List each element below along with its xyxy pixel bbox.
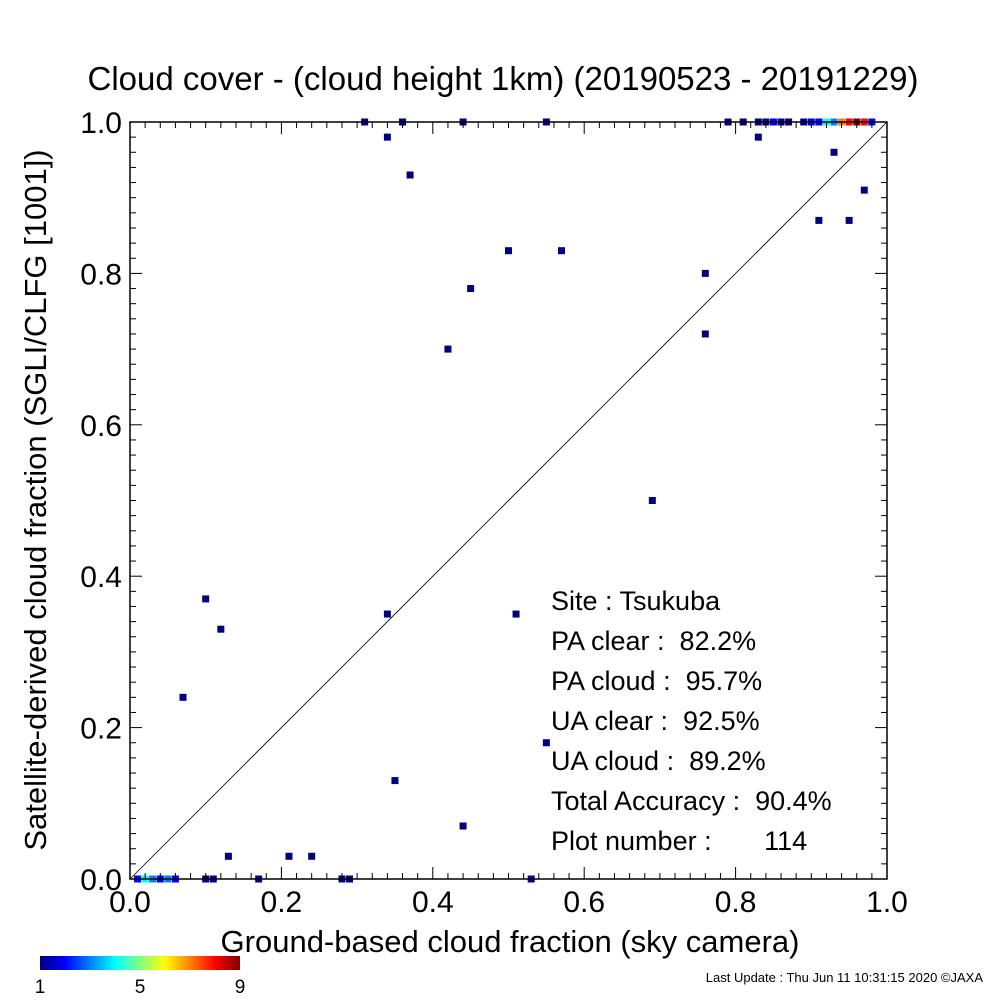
stats-line: Plot number : 114 xyxy=(551,826,807,856)
accuracy-stats: Site : Tsukuba PA clear : 82.2% PA cloud :… xyxy=(551,586,832,856)
data-point xyxy=(845,216,853,224)
data-point xyxy=(557,247,565,255)
stats-line: PA cloud : 95.7% xyxy=(551,666,762,696)
plot-area: 0.0 0.2 0.4 0.6 0.8 1.0 0.0 0.2 0.4 0.6 0.8 1.0 xyxy=(80,107,908,919)
data-point xyxy=(224,852,232,860)
last-update-footer: Last Update : Thu Jun 11 10:31:15 2020 ©… xyxy=(706,970,984,985)
y-tick-label: 0.2 xyxy=(80,713,122,746)
data-point xyxy=(467,285,475,293)
x-tick-label: 0.8 xyxy=(715,886,757,919)
data-point xyxy=(701,269,709,277)
stats-line: Site : Tsukuba xyxy=(551,586,721,616)
data-point xyxy=(217,625,225,633)
data-point xyxy=(383,133,391,141)
one-to-one-line xyxy=(129,121,888,880)
x-tick-label: 0.6 xyxy=(563,886,605,919)
data-point xyxy=(391,777,399,785)
y-tick-label: 0.4 xyxy=(80,561,122,594)
data-point xyxy=(701,330,709,338)
y-axis-label: Satellite-derived cloud fraction (SGLI/C… xyxy=(18,149,53,850)
data-point xyxy=(285,852,293,860)
y-tick-label: 0.6 xyxy=(80,410,122,443)
data-point xyxy=(383,610,391,618)
y-tick-label: 1.0 xyxy=(80,107,122,140)
data-point xyxy=(505,247,512,255)
data-point xyxy=(648,497,656,504)
data-point xyxy=(308,852,316,860)
colorbar-gradient xyxy=(40,956,240,970)
x-tick-label: 0.4 xyxy=(412,886,454,919)
x-tick-label: 0.2 xyxy=(261,886,303,919)
x-tick-label: 0.0 xyxy=(109,886,151,919)
stats-line: Total Accuracy : 90.4% xyxy=(551,786,832,816)
colorbar: 1 5 9 xyxy=(35,956,246,998)
data-point xyxy=(444,345,452,353)
axis-ticks xyxy=(129,121,888,880)
x-tick-label: 1.0 xyxy=(866,886,908,919)
stats-line: PA clear : 82.2% xyxy=(551,626,756,656)
data-point xyxy=(754,133,762,141)
data-point xyxy=(860,186,868,194)
data-point xyxy=(202,595,210,603)
colorbar-label: 9 xyxy=(235,977,246,998)
data-point xyxy=(459,822,467,830)
y-tick-labels: 0.0 0.2 0.4 0.6 0.8 1.0 xyxy=(80,107,122,897)
x-tick-labels: 0.0 0.2 0.4 0.6 0.8 1.0 xyxy=(109,886,908,919)
chart-title: Cloud cover - (cloud height 1km) (201905… xyxy=(88,60,919,97)
y-tick-label: 0.8 xyxy=(80,258,122,291)
data-point xyxy=(512,610,520,618)
stats-line: UA clear : 92.5% xyxy=(551,706,760,736)
x-axis-label: Ground-based cloud fraction (sky camera) xyxy=(221,924,800,959)
colorbar-labels: 1 5 9 xyxy=(35,977,246,998)
data-point xyxy=(406,171,414,179)
data-point xyxy=(179,693,187,701)
y-tick-label: 0.0 xyxy=(80,864,122,897)
data-point xyxy=(830,148,838,156)
colorbar-label: 5 xyxy=(135,977,146,998)
data-point xyxy=(815,216,823,224)
data-point xyxy=(542,739,550,747)
stats-line: UA cloud : 89.2% xyxy=(551,746,766,776)
colorbar-label: 1 xyxy=(35,977,46,998)
